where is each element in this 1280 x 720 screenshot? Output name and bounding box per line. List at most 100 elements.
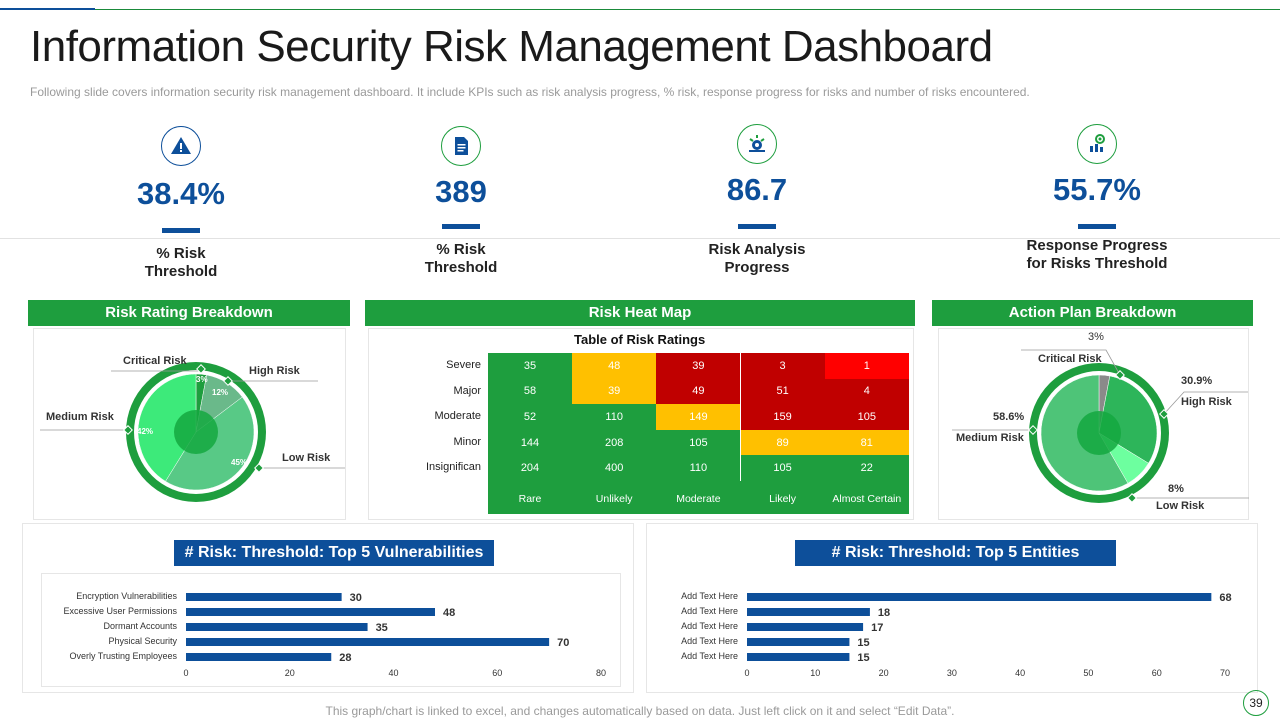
risk-rating-leaders [40,364,345,473]
risk-rating-pie [126,362,266,502]
warning-icon [161,126,201,166]
leader-marker [1127,493,1137,503]
heat-map-row-label: Severe [446,359,481,371]
leader-marker [223,376,233,386]
kpi-accent-bar [1078,224,1116,229]
leader-marker [254,463,264,473]
ap-label-high: High Risk [1181,396,1232,408]
rr-label-high: High Risk [249,365,300,377]
kpi-label: % Risk Threshold [361,241,561,277]
bar-value-label: 18 [878,607,890,619]
page-subtitle: Following slide covers information secur… [30,85,1030,99]
bar [186,638,550,646]
bar [747,638,850,646]
heat-map-cell: 208 [572,429,657,456]
bar-category-label: Physical Security [108,636,177,646]
vulnerabilities-bar-chart: Encryption Vulnerabilities 30 Excessive Us… [63,591,606,678]
leader-marker [1115,370,1125,380]
bar-value-label: 28 [339,652,351,664]
x-tick-label: 0 [744,668,749,678]
bar-value-label: 17 [871,622,883,634]
bar-category-label: Overly Trusting Employees [69,651,177,661]
vulnerabilities-header: # Risk: Threshold: Top 5 Vulnerabilities [174,540,494,566]
heat-map-cell: 3 [740,353,825,379]
page-number: 39 [1243,690,1269,716]
kpi-label-line1: % Risk [436,241,486,258]
kpi-label: % Risk Threshold [81,245,281,281]
heat-map-cell: 204 [488,455,572,481]
heat-map-cell: 48 [572,353,657,379]
x-tick-label: 30 [947,668,957,678]
heat-map-cell: 35 [488,353,572,379]
rr-slice-medium-risk [137,373,197,482]
top-rule [0,9,1280,10]
leader-marker [123,425,133,435]
heat-map-cell: 51 [740,378,825,405]
x-tick-label: 40 [388,668,398,678]
bar-value-label: 15 [857,637,869,649]
heat-map-cell: 58 [488,378,572,405]
ap-value-medium: 58.6% [993,411,1025,423]
bar-value-label: 68 [1219,592,1231,604]
x-tick-label: 0 [183,668,188,678]
leader-marker [1159,409,1169,419]
heat-map-cell: 81 [824,429,909,456]
bar-category-label: Encryption Vulnerabilities [76,591,177,601]
kpi-label-line2: Threshold [144,263,218,280]
kpi-response-progress: 55.7% Response Progress for Risks Thresh… [987,124,1207,273]
x-tick-label: 70 [1220,668,1230,678]
bar [186,623,368,631]
heat-map-cell: 105 [824,404,909,430]
rr-value-high: 12% [212,388,229,397]
bar-value-label: 70 [557,637,569,649]
kpi-divider [0,238,1280,239]
heat-map-cell: 89 [740,429,825,456]
heat-map-cell: 110 [572,404,657,430]
kpi-value: 86.7 [726,172,788,207]
heat-map-column-label: Moderate [676,493,721,505]
heat-map-cell: 144 [488,429,572,456]
rr-label-low: Low Risk [282,452,331,464]
x-tick-label: 80 [596,668,606,678]
heat-map-row-label: Moderate [434,410,481,423]
heat-map-cell: 110 [656,455,741,481]
heat-map-cell: 52 [488,404,572,430]
kpi-accent-bar [162,228,200,233]
bar-category-label: Add Text Here [681,591,738,601]
entities-bar-chart: Add Text Here 68 Add Text Here 18 Add Text H… [681,591,1231,678]
bar [186,653,332,661]
top-rule-accent [0,8,95,10]
heat-map-cell: 4 [824,378,909,405]
kpi-value: 38.4% [137,176,225,211]
heat-map-cell: 159 [740,404,825,430]
bar-category-label: Add Text Here [681,606,738,616]
kpi-label-line1: Risk Analysis [708,241,806,258]
action-plan-leaders [952,349,1249,503]
kpi-label-line1: % Risk [156,245,206,262]
rr-value-low: 45% [231,458,248,467]
kpi-value: 389 [435,174,487,209]
bar-value-label: 48 [443,607,455,619]
bar [747,593,1212,601]
heat-map-cell: 105 [740,455,825,481]
rr-label-critical: Critical Risk [123,355,187,367]
risk-rating-chart [40,362,345,502]
kpi-label-line2: for Risks Threshold [1026,255,1168,272]
target-progress-icon [1077,124,1117,164]
leader-marker [1028,425,1038,435]
action-plan-chart [952,349,1249,503]
page-title: Information Security Risk Management Das… [30,22,993,71]
bar [747,653,850,661]
x-tick-label: 40 [1015,668,1025,678]
bar-category-label: Dormant Accounts [103,621,177,631]
heat-map-cell: 105 [656,429,741,456]
x-tick-label: 60 [492,668,502,678]
ap-label-low: Low Risk [1156,500,1205,512]
x-tick-label: 20 [285,668,295,678]
heat-map-column-label: Unlikely [595,493,633,505]
heat-map-header: Risk Heat Map [365,300,915,326]
ap-label-medium: Medium Risk [956,432,1024,444]
x-tick-label: 10 [810,668,820,678]
rr-value-critical: 3% [196,375,208,384]
heat-map-column-label: Almost Certain [832,493,902,505]
